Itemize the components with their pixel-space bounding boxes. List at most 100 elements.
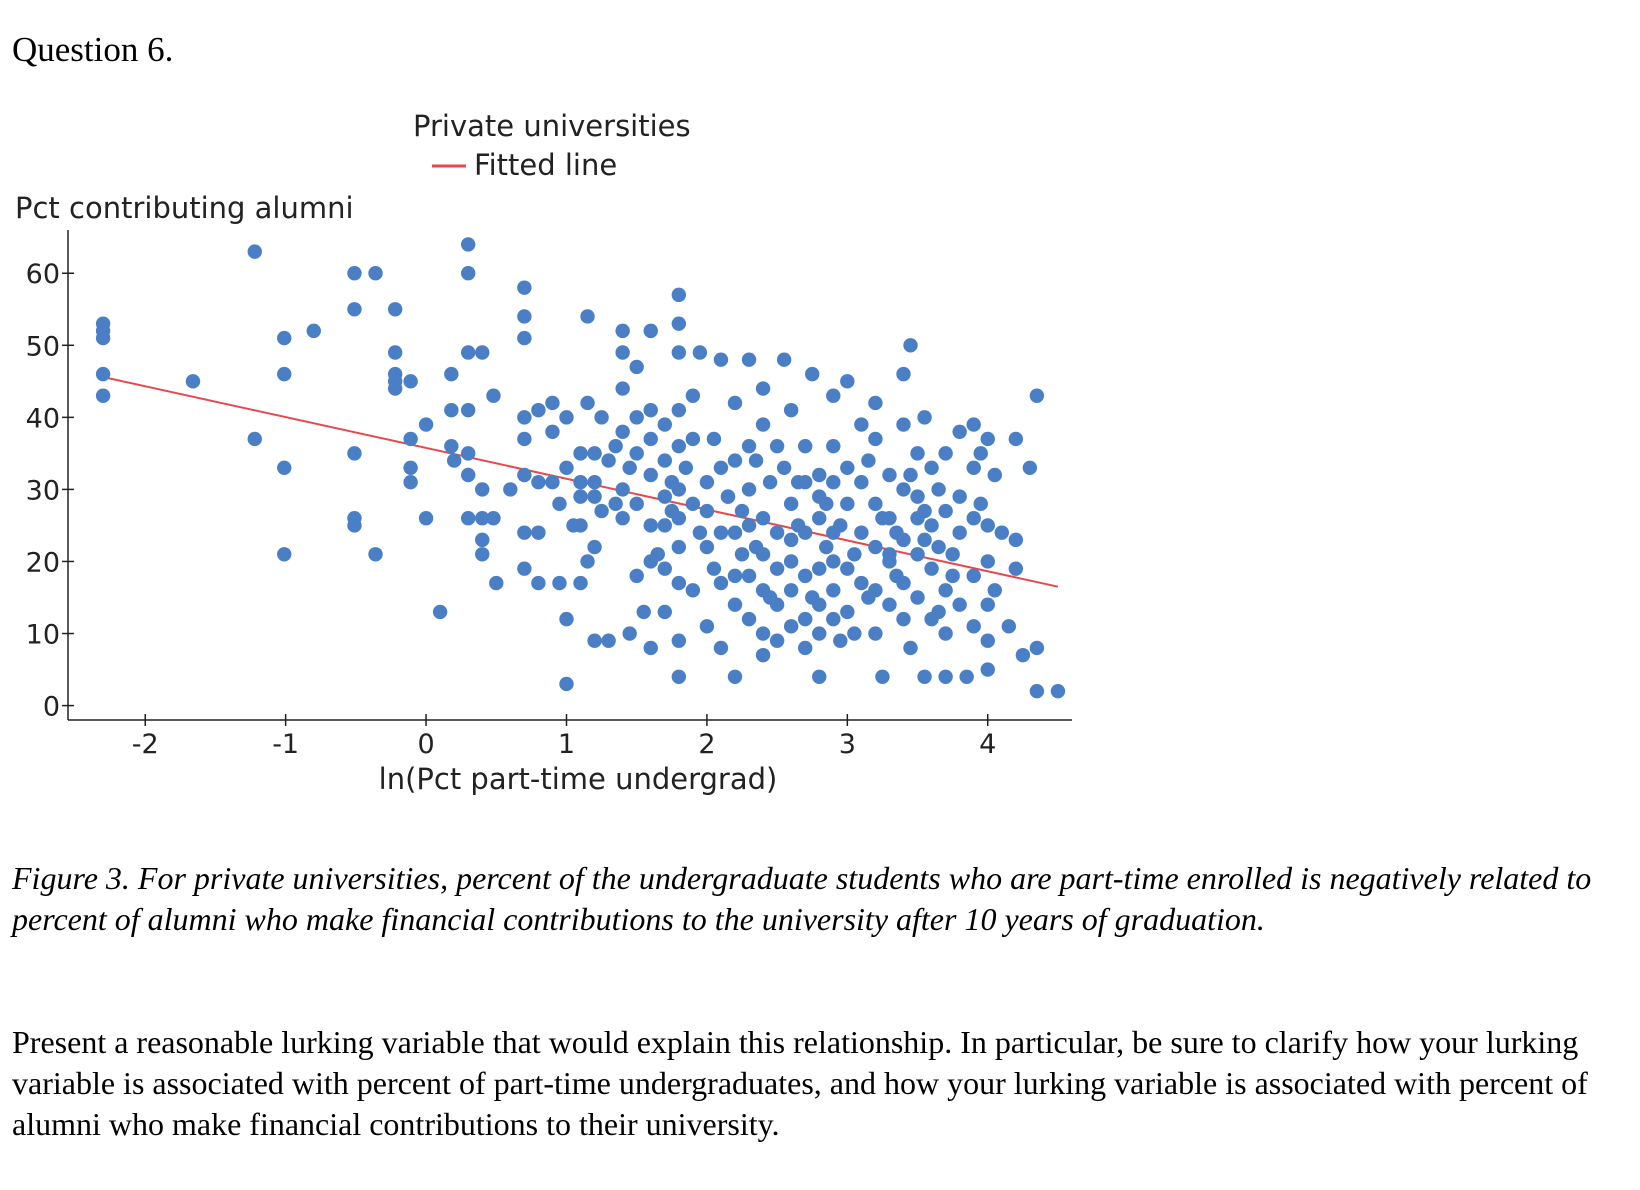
data-point (615, 345, 630, 360)
question-title: Question 6. (12, 30, 174, 69)
data-point (692, 525, 708, 540)
data-point (573, 489, 588, 504)
data-point (882, 554, 897, 569)
data-point (643, 431, 658, 447)
data-point (790, 475, 806, 490)
data-point (657, 453, 672, 468)
data-point (559, 460, 574, 475)
data-point (966, 568, 981, 584)
data-point (706, 431, 722, 447)
data-point (966, 511, 981, 526)
data-point (685, 431, 701, 447)
data-point (755, 511, 771, 526)
data-point (475, 547, 490, 562)
data-point (657, 417, 672, 432)
data-point (185, 374, 201, 389)
data-point (347, 302, 362, 317)
data-point (868, 626, 883, 641)
y-tick-label: 10 (26, 620, 60, 651)
data-point (896, 366, 911, 382)
data-point (517, 410, 532, 425)
x-tick-label: -1 (272, 729, 299, 760)
data-point (741, 438, 757, 454)
data-point (573, 575, 588, 591)
data-point (664, 503, 680, 519)
data-point (833, 633, 848, 648)
question-prompt: Present a reasonable lurking variable th… (12, 1022, 1627, 1145)
data-point (741, 568, 757, 584)
data-point (910, 489, 925, 504)
data-point (517, 467, 532, 483)
data-point (826, 438, 841, 454)
data-point (727, 597, 743, 612)
data-point (685, 388, 701, 403)
data-point (966, 460, 981, 475)
data-point (819, 539, 834, 555)
data-point (713, 575, 729, 591)
data-point (531, 575, 546, 591)
data-point (854, 575, 869, 591)
data-point (980, 597, 995, 612)
data-point (657, 489, 672, 504)
data-point (387, 381, 403, 396)
data-point (587, 446, 602, 461)
data-point (643, 640, 658, 656)
data-point (769, 525, 785, 540)
data-point (601, 453, 616, 468)
data-point (713, 460, 729, 475)
data-point (903, 338, 918, 353)
data-point (629, 410, 644, 425)
data-point (629, 496, 644, 512)
data-point (671, 438, 687, 454)
data-point (643, 323, 658, 339)
data-point (840, 374, 855, 389)
data-point (805, 366, 820, 382)
data-point (1008, 431, 1024, 447)
data-point (657, 561, 672, 576)
figure-caption: Figure 3. For private universities, perc… (12, 858, 1622, 940)
data-point (826, 611, 841, 627)
data-point (1050, 683, 1066, 699)
data-point (748, 539, 764, 555)
data-point (812, 669, 827, 684)
data-point (387, 345, 403, 360)
data-point (699, 539, 715, 555)
data-point (678, 460, 694, 475)
data-point (783, 583, 799, 598)
data-point (580, 309, 595, 324)
data-point (489, 575, 504, 591)
data-point (798, 438, 813, 454)
data-point (671, 316, 687, 331)
data-point (1015, 647, 1031, 663)
data-point (685, 583, 701, 598)
data-point (741, 611, 757, 627)
data-point (460, 345, 476, 360)
data-point (559, 410, 574, 425)
data-point (980, 431, 995, 447)
data-point (460, 511, 476, 526)
data-point (783, 532, 799, 548)
data-point (1008, 561, 1024, 576)
data-point (247, 431, 262, 447)
x-tick-label: 1 (558, 729, 575, 760)
data-point (769, 633, 785, 648)
data-point (903, 640, 918, 656)
data-point (615, 323, 630, 339)
data-point (671, 345, 687, 360)
data-point (882, 467, 897, 483)
data-point (727, 568, 743, 584)
data-point (517, 309, 532, 324)
data-point (826, 475, 841, 490)
data-point (910, 590, 925, 605)
data-points (95, 237, 1066, 699)
data-point (444, 438, 459, 454)
data-point (475, 511, 490, 526)
data-point (861, 453, 876, 468)
data-point (973, 496, 988, 512)
data-point (545, 424, 560, 439)
data-point (587, 489, 602, 504)
data-point (959, 669, 974, 684)
data-point (720, 489, 736, 504)
data-point (306, 323, 321, 339)
data-point (727, 525, 743, 540)
